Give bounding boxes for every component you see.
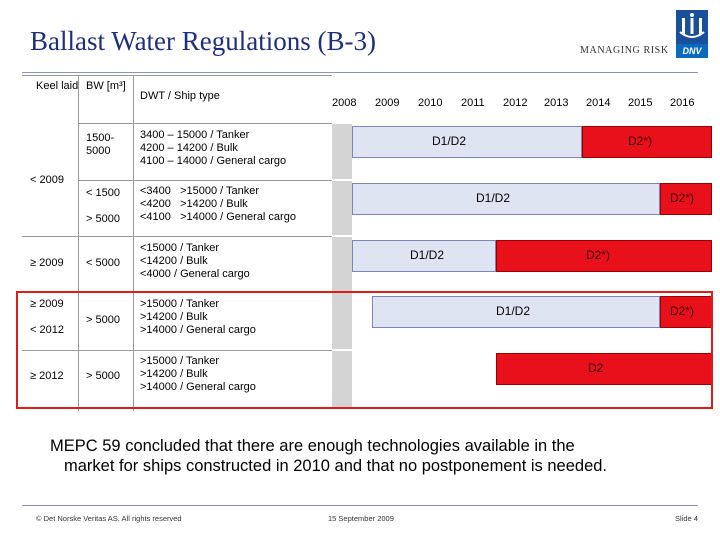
dnv-logo: DNV <box>676 44 708 58</box>
grid-hline <box>22 350 332 351</box>
year-2008-cell <box>332 181 352 235</box>
grid-hline <box>78 123 332 124</box>
year-2016: 2016 <box>670 97 695 109</box>
page-title: Ballast Water Regulations (B-3) <box>30 26 377 56</box>
header-keel-laid: Keel laid <box>36 80 79 92</box>
grid-vline <box>78 75 79 411</box>
year-2013: 2013 <box>544 97 569 109</box>
row2-bw: < 1500 > 5000 <box>86 187 120 225</box>
row5-d2-bar <box>496 353 712 385</box>
footer-divider <box>22 505 698 506</box>
row4-dwt: >15000 / Tanker >14200 / Bulk >14000 / G… <box>140 298 256 336</box>
row1-keel: < 2009 <box>30 174 64 186</box>
row4-d1d2-bar <box>372 296 660 328</box>
row4-d2-label: D2*) <box>670 304 695 318</box>
row1-d2-label: D2*) <box>628 134 653 148</box>
year-2015: 2015 <box>628 97 653 109</box>
year-2014: 2014 <box>586 97 611 109</box>
row2-d1d2-label: D1/D2 <box>476 191 511 205</box>
footer-date: 15 September 2009 <box>328 514 394 523</box>
header-dwt: DWT / Ship type <box>140 90 220 102</box>
row3-d2-label: D2*) <box>586 248 611 262</box>
row2-d1d2-bar <box>352 183 660 215</box>
year-2009: 2009 <box>375 97 400 109</box>
row1-d1d2-label: D1/D2 <box>432 134 467 148</box>
row2-d2-label: D2*) <box>670 191 695 205</box>
footer-copyright: © Det Norske Veritas AS. All rights rese… <box>36 514 182 523</box>
managing-risk-tagline: MANAGING RISK <box>580 45 669 56</box>
row3-d2-bar <box>496 240 712 272</box>
year-2008-cell <box>332 351 352 407</box>
footer-slide-number: Slide 4 <box>675 514 698 523</box>
dnv-emblem-icon <box>676 10 708 44</box>
conclusion-line-1: MEPC 59 concluded that there are enough … <box>50 437 575 455</box>
row2-dwt: <3400 >15000 / Tanker <4200 >14200 / Bul… <box>140 185 296 223</box>
grid-vline <box>133 75 134 411</box>
row3-d1d2-bar <box>352 240 496 272</box>
row2-d2-bar <box>660 183 712 215</box>
row1-dwt: 3400 – 15000 / Tanker 4200 – 14200 / Bul… <box>140 129 287 167</box>
year-2008-cell <box>332 124 352 179</box>
row5-d2-label: D2 <box>588 361 604 375</box>
grid-hline <box>22 75 332 76</box>
year-2008-cell <box>332 293 352 349</box>
header-bw: BW [m³] <box>86 80 126 92</box>
year-2011: 2011 <box>461 97 485 109</box>
year-2008-cell <box>332 237 352 291</box>
row3-dwt: <15000 / Tanker <14200 / Bulk <4000 / Ge… <box>140 242 250 280</box>
row3-keel: ≥ 2009 <box>30 257 64 269</box>
highlight-frame <box>16 291 713 409</box>
row5-keel: ≥ 2012 <box>30 370 64 382</box>
row4-bw: > 5000 <box>86 314 120 326</box>
title-divider <box>22 72 698 73</box>
grid-hline <box>22 236 332 237</box>
row4-d1d2-label: D1/D2 <box>496 304 531 318</box>
row1-d1d2-bar <box>352 126 582 158</box>
row5-dwt: >15000 / Tanker >14200 / Bulk >14000 / G… <box>140 355 256 393</box>
conclusion-text: MEPC 59 concluded that there are enough … <box>50 436 607 476</box>
row1-d2-bar <box>582 126 712 158</box>
year-2012: 2012 <box>503 97 528 109</box>
row3-d1d2-label: D1/D2 <box>410 248 445 262</box>
year-2008: 2008 <box>332 97 357 109</box>
row4-keel: ≥ 2009 < 2012 <box>30 298 64 336</box>
grid-hline <box>78 180 332 181</box>
row1-bw: 1500- 5000 <box>86 132 115 157</box>
year-2010: 2010 <box>418 97 443 109</box>
conclusion-line-2: market for ships constructed in 2010 and… <box>64 457 608 475</box>
row3-bw: < 5000 <box>86 257 120 269</box>
row5-bw: > 5000 <box>86 370 120 382</box>
